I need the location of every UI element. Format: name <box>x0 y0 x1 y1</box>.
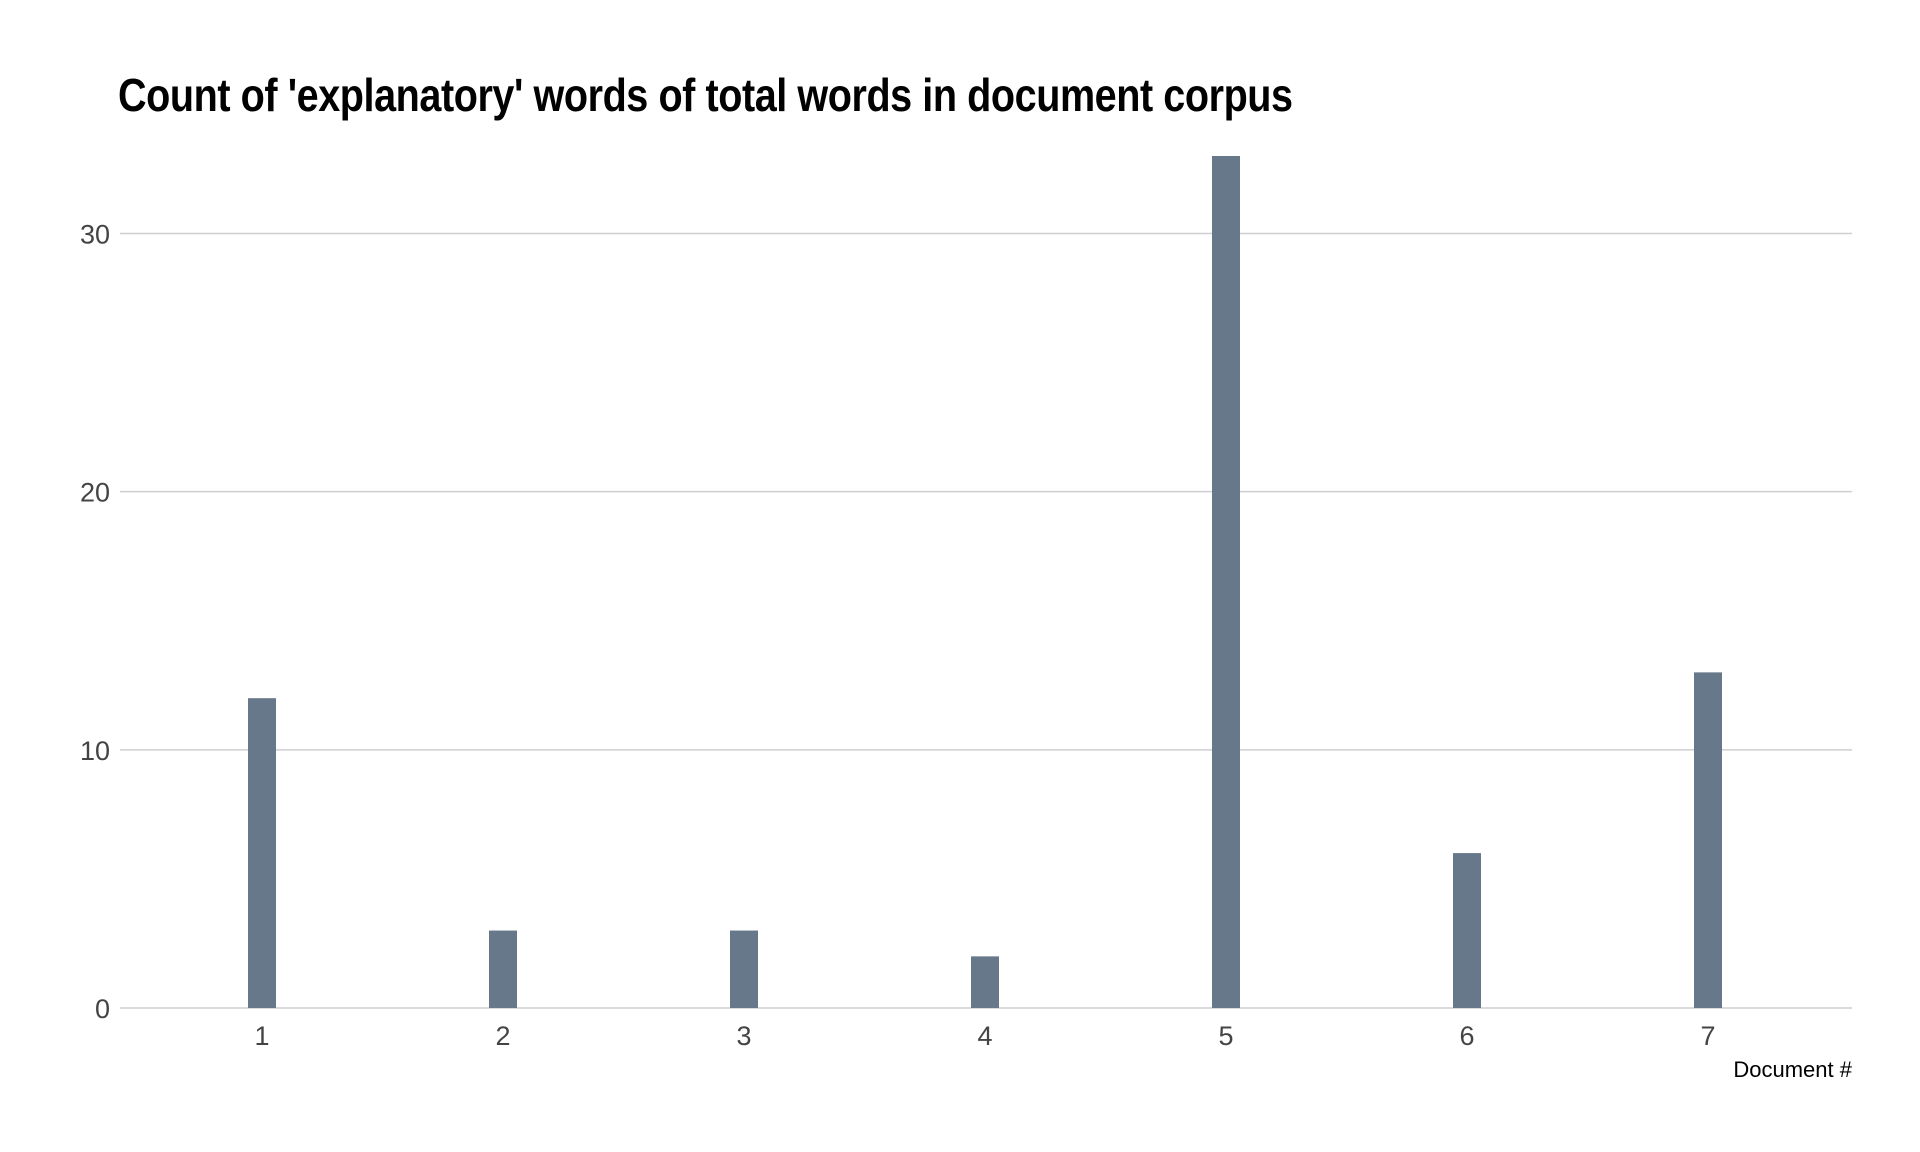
x-axis-title: Document # <box>1733 1057 1852 1082</box>
x-tick-label: 1 <box>254 1021 269 1051</box>
bar-document-4 <box>971 956 999 1008</box>
bar-layer <box>248 156 1722 1008</box>
bar-document-7 <box>1694 672 1722 1008</box>
bar-document-1 <box>248 698 276 1008</box>
y-tick-label: 10 <box>80 736 110 766</box>
x-tick-label: 5 <box>1218 1021 1233 1051</box>
y-axis-ticks: 0 10 20 30 <box>80 219 110 1024</box>
bar-document-6 <box>1453 853 1481 1008</box>
grid-layer <box>120 232 1852 1009</box>
x-tick-label: 7 <box>1700 1021 1715 1051</box>
y-tick-label: 0 <box>95 994 110 1024</box>
y-tick-label: 20 <box>80 478 110 508</box>
bar-document-5 <box>1212 156 1240 1008</box>
x-tick-label: 4 <box>977 1021 992 1051</box>
x-tick-label: 6 <box>1459 1021 1474 1051</box>
x-tick-label: 2 <box>495 1021 510 1051</box>
y-tick-label: 30 <box>80 219 110 249</box>
x-tick-label: 3 <box>736 1021 751 1051</box>
chart-title: Count of 'explanatory' words of total wo… <box>118 69 1293 121</box>
bar-document-3 <box>730 930 758 1008</box>
x-axis-ticks: 1 2 3 4 5 6 7 <box>254 1021 1715 1051</box>
bar-document-2 <box>489 930 517 1008</box>
